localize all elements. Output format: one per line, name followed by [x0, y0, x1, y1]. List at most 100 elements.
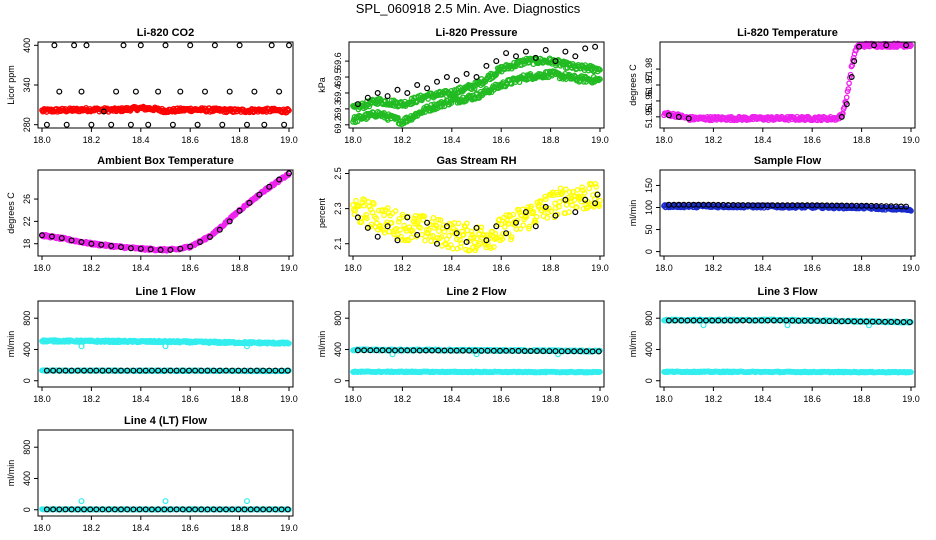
data-point: [473, 73, 480, 80]
chart-title: Li-820 CO2: [137, 27, 194, 39]
x-tick-label: 18.8: [231, 263, 249, 273]
series-raw: [350, 180, 603, 254]
data-point: [586, 185, 593, 192]
x-tick-label: 18.6: [492, 135, 510, 145]
data-point: [512, 53, 519, 60]
x-tick-label: 18.0: [344, 394, 362, 404]
y-axis-label: degrees C: [628, 64, 638, 106]
data-point: [381, 212, 387, 219]
data-point: [108, 121, 115, 128]
data-point: [202, 88, 209, 95]
series-raw-a: [39, 337, 292, 347]
data-point: [562, 48, 569, 55]
data-point: [71, 42, 78, 49]
x-tick-label: 18.8: [853, 263, 871, 273]
chart-title: Line 1 Flow: [136, 286, 196, 298]
x-tick-label: 18.4: [754, 135, 772, 145]
x-tick-label: 18.6: [803, 263, 821, 273]
x-tick-label: 18.4: [443, 135, 461, 145]
y-tick-label: 69.4: [333, 84, 343, 102]
y-tick-label: 400: [22, 38, 32, 53]
y-tick-label: 0: [644, 378, 654, 383]
data-point: [483, 62, 490, 69]
x-tick-label: 18.8: [542, 135, 560, 145]
y-tick-label: 400: [644, 342, 654, 357]
data-point: [236, 42, 243, 49]
x-tick-label: 18.2: [83, 263, 101, 273]
x-tick-label: 18.2: [394, 394, 412, 404]
data-point: [244, 121, 251, 128]
y-tick-label: 2.3: [333, 202, 343, 215]
y-tick-label: 50: [644, 225, 654, 235]
series-avg: [354, 191, 601, 247]
y-tick-label: 800: [333, 311, 343, 326]
x-tick-label: 18.0: [655, 135, 673, 145]
y-tick-label: 800: [22, 311, 32, 326]
x-tick-label: 18.2: [83, 394, 101, 404]
data-point: [63, 121, 70, 128]
chart-title: Li-820 Temperature: [737, 27, 838, 39]
data-point: [414, 81, 421, 88]
y-axis-label: Licor ppm: [6, 65, 16, 105]
data-point: [43, 121, 50, 128]
series-raw-b: [350, 368, 603, 376]
x-tick-label: 18.6: [181, 263, 199, 273]
data-point: [100, 108, 107, 115]
x-tick-label: 19.0: [280, 394, 298, 404]
plot-frame: [659, 169, 916, 257]
x-tick-label: 18.6: [803, 394, 821, 404]
y-tick-label: 2.1: [333, 237, 343, 250]
data-point: [563, 202, 570, 208]
data-point: [493, 58, 500, 65]
x-tick-label: 19.0: [902, 263, 920, 273]
data-point: [281, 121, 288, 128]
y-tick-label: 400: [22, 342, 32, 357]
x-tick-label: 18.2: [705, 263, 723, 273]
y-tick-label: 22: [22, 216, 32, 226]
data-point: [155, 88, 162, 95]
data-point: [572, 53, 579, 60]
data-point: [211, 42, 218, 49]
data-point: [353, 197, 359, 204]
x-tick-label: 18.4: [754, 263, 772, 273]
y-tick-label: 280: [22, 117, 32, 132]
data-point: [843, 94, 850, 101]
data-point: [430, 214, 437, 221]
chart-title: Ambient Box Temperature: [97, 155, 234, 167]
data-point: [572, 209, 579, 216]
x-tick-label: 18.4: [132, 263, 150, 273]
series-avg: [43, 42, 293, 128]
data-point: [425, 96, 431, 102]
x-tick-label: 19.0: [902, 135, 920, 145]
data-point: [542, 46, 549, 53]
y-tick-label: 100: [644, 200, 654, 215]
x-tick-label: 19.0: [280, 263, 298, 273]
data-point: [354, 214, 361, 221]
data-point: [434, 78, 441, 85]
data-point: [56, 88, 63, 95]
x-tick-label: 19.0: [591, 263, 609, 273]
data-point: [286, 42, 293, 49]
data-point: [187, 42, 194, 49]
x-tick-label: 18.0: [33, 263, 51, 273]
x-tick-label: 18.4: [754, 394, 772, 404]
x-tick-label: 18.8: [542, 394, 560, 404]
y-tick-label: 69.2: [333, 116, 343, 134]
data-point: [78, 343, 85, 350]
data-point: [162, 42, 169, 49]
x-tick-label: 18.8: [853, 394, 871, 404]
data-point: [446, 232, 452, 239]
y-tick-label: 0: [644, 249, 654, 254]
y-tick-label: 150: [644, 178, 654, 193]
series-raw: [661, 40, 914, 124]
y-tick-label: 340: [22, 77, 32, 92]
data-point: [251, 88, 258, 95]
data-point: [261, 121, 268, 128]
data-point: [113, 88, 120, 95]
data-point: [120, 42, 127, 49]
